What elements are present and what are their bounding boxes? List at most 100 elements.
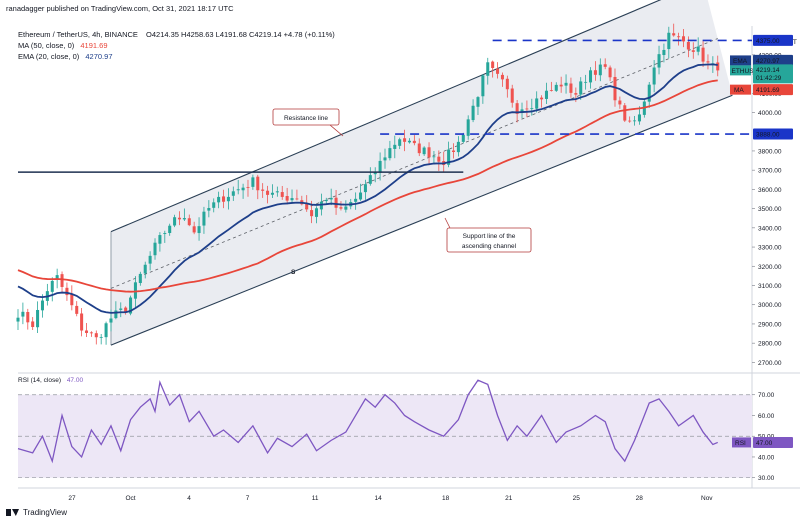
candle-up [447, 149, 451, 165]
candle-up [652, 67, 656, 85]
ma-tag-bg [730, 84, 751, 95]
candle-down [525, 108, 529, 110]
candle-down [701, 47, 705, 62]
candle-up [368, 175, 372, 184]
candle-up [173, 217, 177, 226]
support-callout-text-2: ascending channel [462, 243, 517, 250]
candle-down [295, 198, 299, 200]
candle-down [310, 210, 314, 217]
candle-up [133, 282, 137, 299]
rsi-line [17, 379, 719, 464]
candle-up [481, 75, 485, 97]
candle-down [177, 217, 181, 220]
candle-down [124, 307, 128, 313]
price-tick-label: 3500.00 [758, 206, 782, 213]
candle-up [50, 280, 54, 292]
last-price-text: 4219.14 [756, 67, 780, 74]
candle-up [633, 120, 637, 122]
candle-up [354, 198, 358, 202]
ema-line [17, 63, 718, 314]
ema-legend[interactable]: EMA (20, close, 0) 4270.97 [18, 52, 113, 61]
ema-tag-text: EMA [733, 58, 748, 65]
rsi-tag-text: RSI [735, 440, 746, 447]
candle-down [559, 84, 563, 87]
candle-up [119, 308, 123, 310]
candle-up [359, 192, 363, 200]
candle-down [613, 76, 617, 101]
ema-value-badge-text: 4270.97 [756, 58, 780, 65]
candle-up [217, 196, 221, 203]
candle-down [417, 143, 421, 154]
candle-up [393, 144, 397, 149]
candle-up [363, 184, 367, 193]
candle-down [31, 321, 35, 328]
price-tick-label: 3600.00 [758, 187, 782, 194]
publisher-line: ranadagger published on TradingView.com,… [6, 4, 234, 13]
tradingview-logo-icon [6, 509, 19, 516]
candle-down [261, 189, 265, 191]
time-tick-label: 25 [573, 495, 581, 502]
channel-upper-line [110, 0, 662, 233]
candle-up [36, 309, 40, 328]
price-tick-label: 3700.00 [758, 168, 782, 175]
ma-legend[interactable]: MA (50, close, 0) 4191.69 [18, 41, 108, 50]
time-tick-label: 18 [442, 495, 450, 502]
candle-up [432, 156, 436, 158]
resistance-callout-text: Resistance line [284, 115, 328, 122]
candle-up [207, 208, 211, 211]
time-tick-label: Oct [125, 495, 135, 502]
candle-up [202, 211, 206, 226]
price-tick-label: 2900.00 [758, 321, 782, 328]
candle-down [496, 68, 500, 74]
rsi-tick-label: 40.00 [758, 454, 775, 461]
candle-up [99, 336, 103, 338]
candle-up [329, 197, 333, 200]
symbol-name[interactable]: Ethereum / TetherUS, 4h, BINANCE [18, 30, 138, 39]
candle-down [192, 226, 196, 233]
candle-down [26, 311, 30, 323]
candle-down [266, 190, 270, 195]
price-tick-label: 3400.00 [758, 225, 782, 232]
ema-value-badge-bg [753, 54, 793, 66]
time-tick-label: 27 [68, 495, 76, 502]
candle-down [618, 100, 622, 105]
candle-up [373, 172, 377, 175]
candle-down [334, 197, 338, 208]
price-tick-label: 3300.00 [758, 245, 782, 252]
time-tick-label: Nov [701, 495, 713, 502]
candle-up [148, 255, 152, 264]
candle-up [554, 84, 558, 91]
ma-value-badge-text: 4191.69 [756, 87, 780, 94]
candle-up [138, 273, 142, 284]
time-tick-label: 14 [375, 495, 383, 502]
candle-down [187, 218, 191, 226]
candle-down [491, 61, 495, 69]
candle-up [466, 119, 470, 136]
candle-up [696, 46, 700, 52]
symbol-tag-text: ETHUSDT [732, 68, 763, 75]
candle-up [530, 108, 534, 109]
candle-up [275, 191, 279, 193]
candle-up [158, 235, 162, 244]
annotations: Resistance line Support line of the ascend… [272, 108, 532, 276]
candle-up [584, 81, 588, 83]
candle-down [686, 41, 690, 50]
rsi-tag-bg [732, 437, 751, 448]
candle-down [70, 294, 74, 306]
price-tick-label: 2700.00 [758, 360, 782, 367]
tradingview-logo[interactable]: TradingView [6, 508, 67, 517]
level-low-badge-bg [753, 128, 793, 140]
candle-up [383, 157, 387, 161]
rsi-legend[interactable]: RSI (14, close) 47.00 [18, 377, 83, 384]
support-callout-pointer [444, 217, 451, 229]
candle-up [290, 198, 294, 201]
candle-down [65, 287, 69, 296]
candle-up [662, 49, 666, 56]
candle-down [246, 187, 250, 188]
time-tick-label: 4 [187, 495, 191, 502]
time-tick-label: 28 [636, 495, 644, 502]
candle-up [398, 139, 402, 146]
candle-down [451, 150, 456, 152]
candle-down [339, 207, 343, 209]
rsi-tick-label: 30.00 [758, 475, 775, 482]
